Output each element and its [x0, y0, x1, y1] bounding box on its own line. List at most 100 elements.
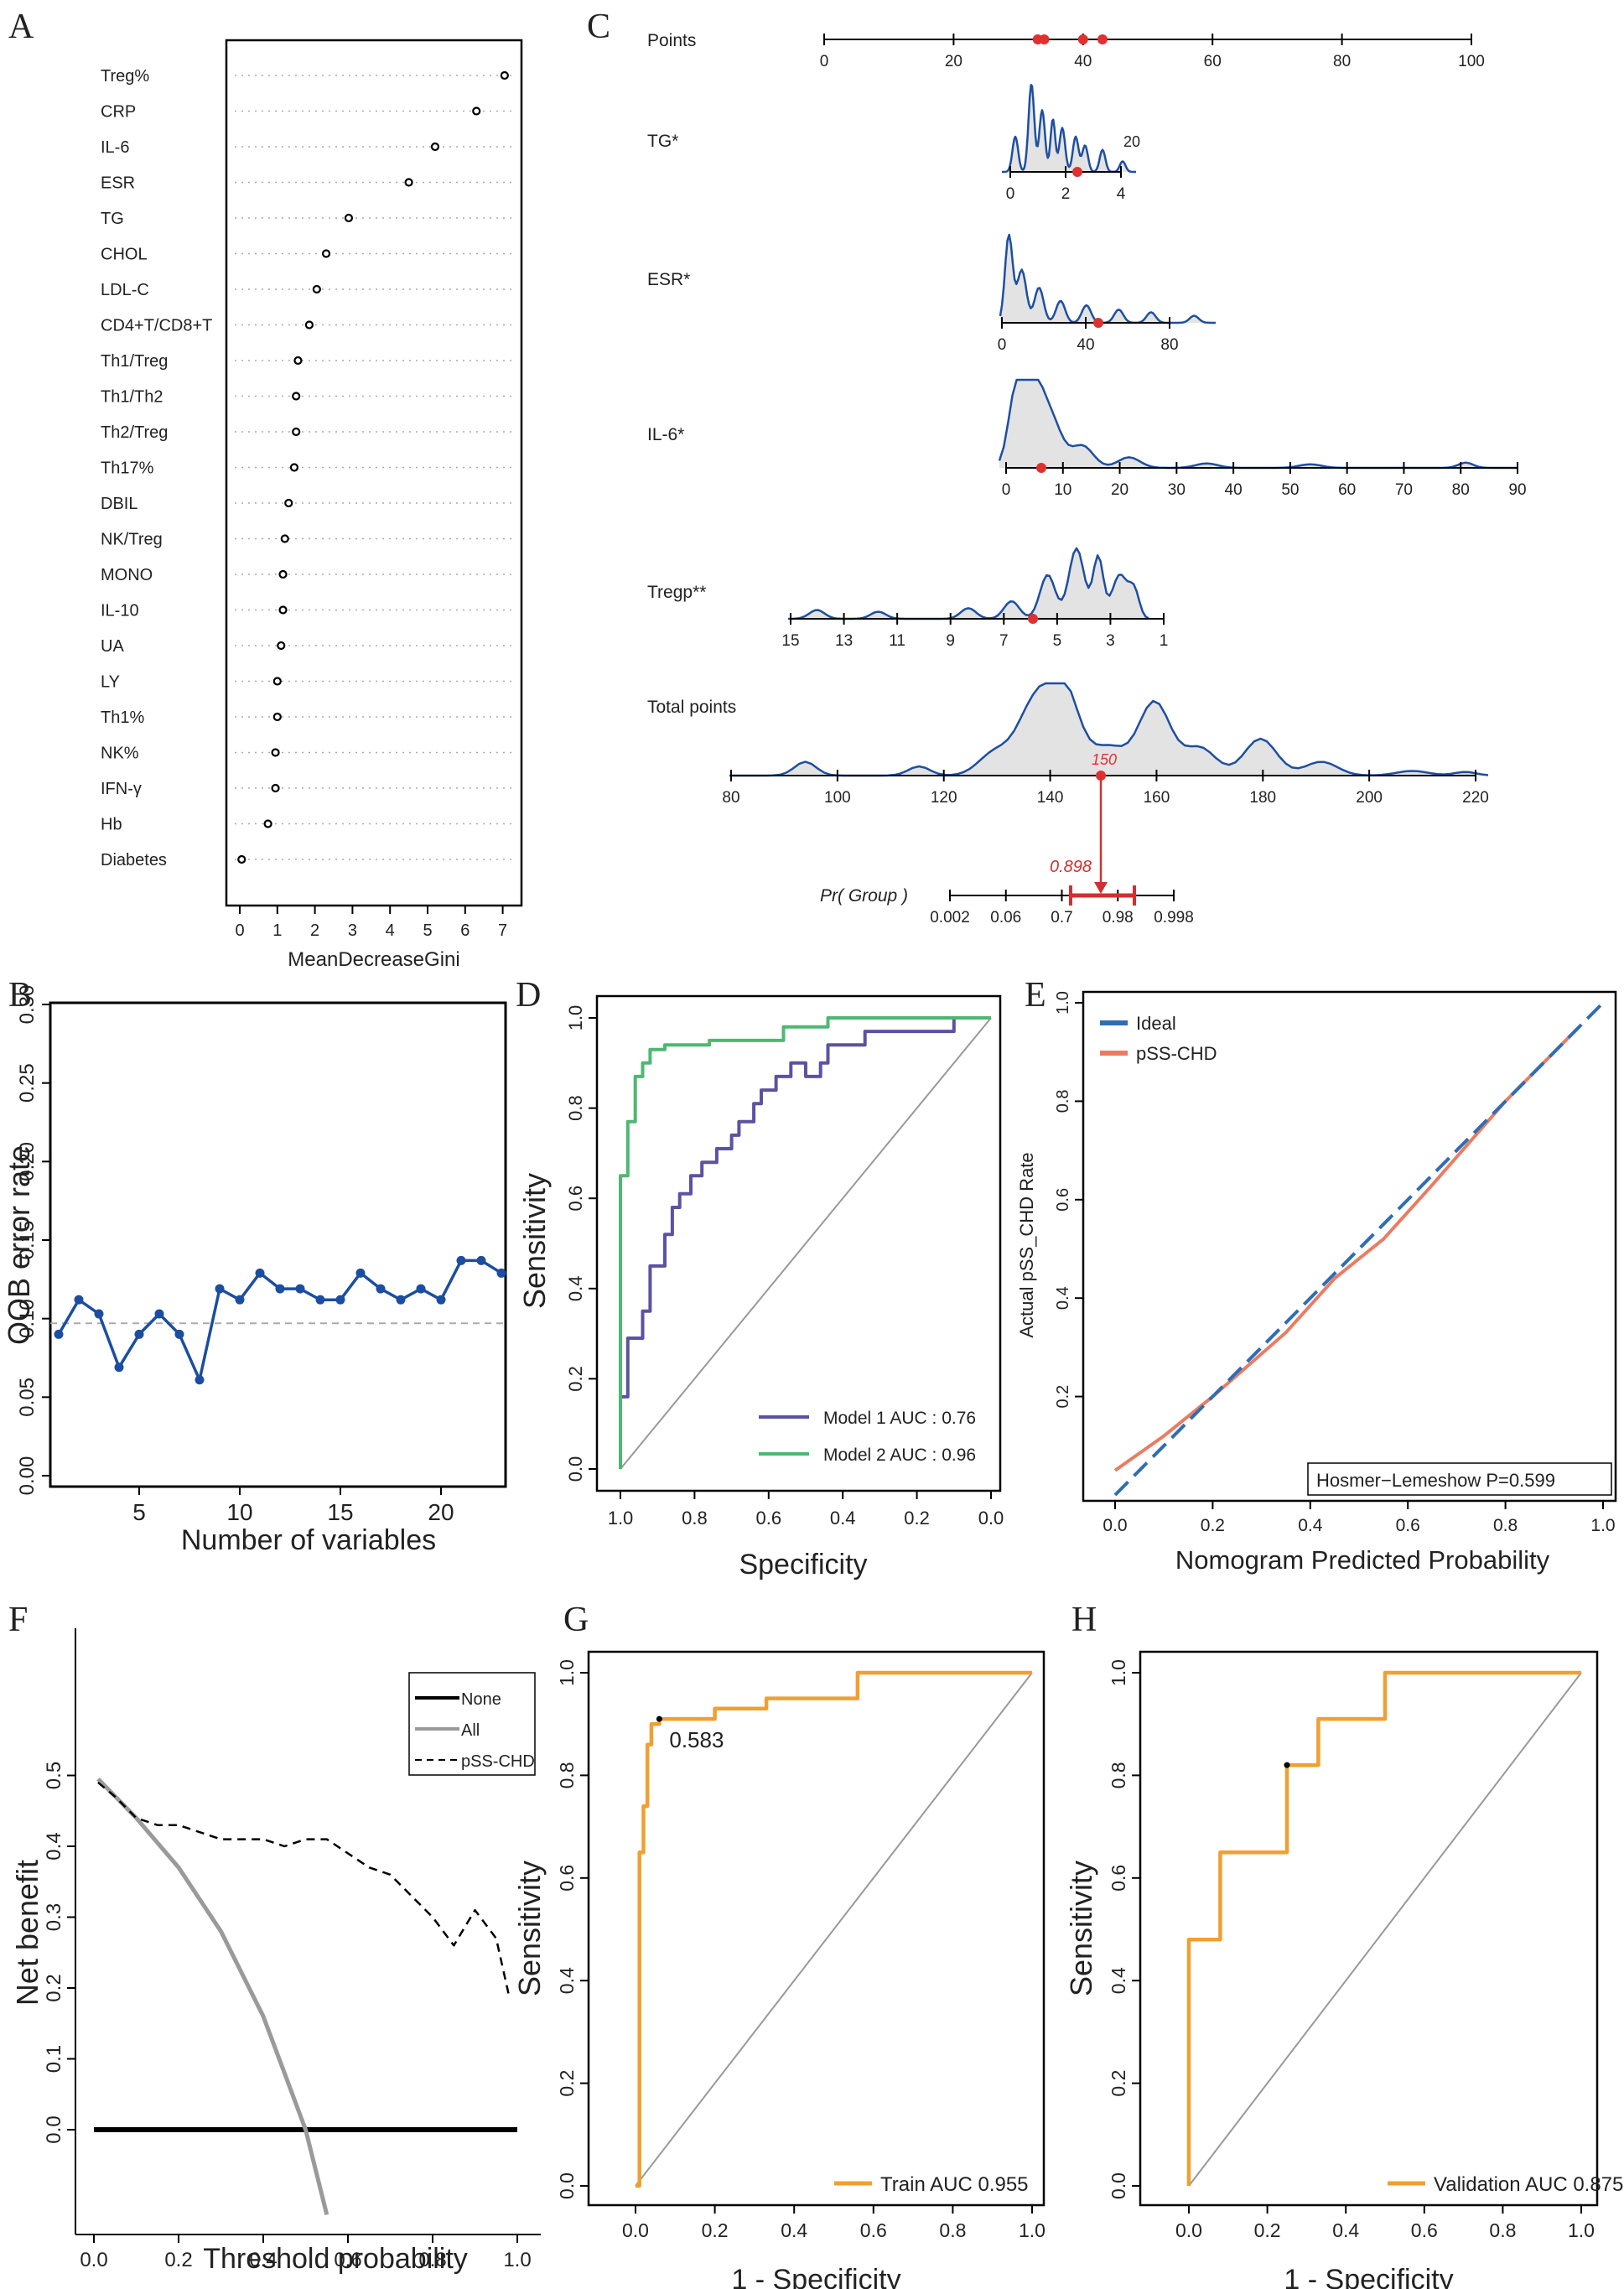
x-axis-label-f: Threshold probability: [203, 2243, 468, 2275]
total-tick-label: 200: [1356, 789, 1383, 807]
y-tick-label-d: 0.4: [565, 1276, 586, 1302]
row-label: IFN-γ: [101, 780, 142, 798]
esr-area: [1000, 235, 1216, 323]
diagonal-g: [635, 1672, 1033, 2187]
x-tick-label-h: 0.0: [1175, 2219, 1202, 2241]
y-tick-label-g: 0.4: [556, 1967, 578, 1994]
y-tick-label-e: 0.2: [1054, 1385, 1072, 1409]
dca-curve-pss-chd: [97, 1781, 511, 1996]
y-tick-label-b: 0.05: [16, 1378, 39, 1417]
cutoff-point-g: [656, 1715, 662, 1722]
legend-label-e: pSS-CHD: [1136, 1043, 1217, 1064]
nomogram-row-label: TG*: [647, 132, 678, 151]
oob-point-18: [416, 1284, 426, 1294]
il6-tick-label: 90: [1508, 481, 1526, 499]
panel-a-frame: [225, 39, 523, 907]
row-label: LDL-C: [101, 281, 149, 299]
x-tick-label-e: 0.2: [1201, 1516, 1225, 1535]
tg-tick-label: 2: [1061, 185, 1071, 203]
panel-g-frame: [587, 1650, 1045, 2207]
esr-tick-label: 80: [1160, 336, 1178, 354]
legend-box-f: [408, 1672, 536, 1776]
legend-label-d: Model 2 AUC : 0.96: [823, 1446, 976, 1465]
x-axis-label-g: 1 - Specificity: [731, 2264, 900, 2289]
diagonal-d: [620, 1017, 992, 1470]
oob-point-9: [235, 1295, 245, 1305]
oob-point-7: [195, 1375, 205, 1385]
points-marker-3: [1097, 34, 1108, 44]
x-tick-label-g: 0.6: [860, 2219, 887, 2241]
row-label: UA: [101, 637, 124, 656]
row-label: TG: [101, 210, 124, 228]
legend-label-d: Model 1 AUC : 0.76: [823, 1409, 976, 1428]
x-tick-label-a: 6: [460, 921, 470, 940]
y-tick-label-f: 0.2: [43, 1974, 65, 2001]
row-label: Th2/Treg: [101, 423, 168, 442]
y-tick-label-b: 0.00: [16, 1456, 39, 1496]
dot-17: [272, 677, 282, 686]
panel-label-F: F: [8, 1601, 28, 1639]
prob-tick-label: 0.7: [1051, 909, 1072, 926]
il6-tick-label: 60: [1338, 481, 1356, 499]
x-tick-label-g: 0.2: [702, 2219, 729, 2241]
y-tick-label-e: 0.6: [1054, 1188, 1072, 1212]
x-tick-label-f: 1.0: [503, 2249, 531, 2271]
nomogram-row-label: Pr( Group ): [820, 886, 908, 906]
points-tick-label: 60: [1204, 53, 1222, 70]
panel-label-D: D: [516, 976, 541, 1015]
dot-10: [292, 427, 301, 437]
oob-point-4: [134, 1329, 144, 1339]
y-tick-label-g: 0.2: [556, 2070, 578, 2097]
prob-tick-label: 0.98: [1103, 909, 1134, 926]
oob-point-17: [396, 1295, 406, 1305]
dot-5: [321, 249, 331, 258]
roc-curve-model-1: [619, 1016, 977, 1469]
oob-point-11: [275, 1284, 285, 1294]
y-axis-label-d: Sensitivity: [517, 1173, 552, 1309]
x-tick-label-d: 0.0: [978, 1508, 1004, 1529]
y-tick-label-b: 0.30: [16, 985, 39, 1025]
x-tick-label-a: 3: [348, 921, 357, 940]
oob-point-2: [94, 1309, 104, 1319]
x-tick-label-d: 0.8: [682, 1508, 708, 1529]
tregp-tick-label: 1: [1160, 632, 1169, 650]
nomogram-row-label: IL-6*: [647, 425, 684, 444]
row-label: CRP: [101, 103, 136, 122]
oob-point-0: [54, 1329, 64, 1339]
il6-tick-label: 80: [1452, 481, 1470, 499]
total-marked-value: 150: [1092, 751, 1117, 768]
legend-label-h: Validation AUC 0.875: [1434, 2173, 1623, 2196]
x-tick-label-d: 0.6: [756, 1508, 782, 1529]
x-tick-label-a: 4: [386, 921, 395, 940]
y-tick-label-h: 0.6: [1108, 1865, 1129, 1892]
y-tick-label-d: 0.6: [565, 1186, 586, 1212]
dot-1: [472, 106, 481, 116]
dot-12: [284, 498, 293, 508]
x-tick-label-f: 0.2: [164, 2249, 192, 2271]
points-tick-label: 80: [1333, 53, 1351, 70]
panel-b-frame: [49, 1001, 507, 1488]
y-tick-label-g: 0.6: [556, 1865, 578, 1892]
series-line-b: [57, 1259, 502, 1382]
roc-curve-g: [636, 1670, 1032, 2188]
points-tick-label: 0: [820, 53, 829, 70]
total-tick-label: 220: [1462, 789, 1489, 807]
probability-arrow-head: [1094, 882, 1108, 894]
y-axis-label-b: OOB error rate: [2, 1145, 36, 1345]
tregp-tick-label: 11: [889, 632, 905, 650]
ideal-line: [1113, 1001, 1605, 1497]
tg-marker: [1072, 167, 1082, 177]
x-tick-label-f: 0.0: [80, 2249, 107, 2271]
tregp-tick-label: 15: [781, 632, 799, 650]
dot-16: [277, 641, 286, 651]
nomogram-row-label: Tregp**: [647, 583, 706, 602]
x-tick-label-b: 15: [327, 1499, 353, 1525]
row-label: MONO: [101, 566, 153, 584]
y-tick-label-f: 0.3: [43, 1903, 65, 1931]
x-tick-label-e: 0.0: [1103, 1516, 1127, 1535]
il6-tick-label: 30: [1168, 481, 1186, 499]
oob-point-1: [74, 1295, 84, 1305]
annotation-box-e: [1307, 1462, 1612, 1496]
panel-e-frame: [1082, 990, 1617, 1503]
